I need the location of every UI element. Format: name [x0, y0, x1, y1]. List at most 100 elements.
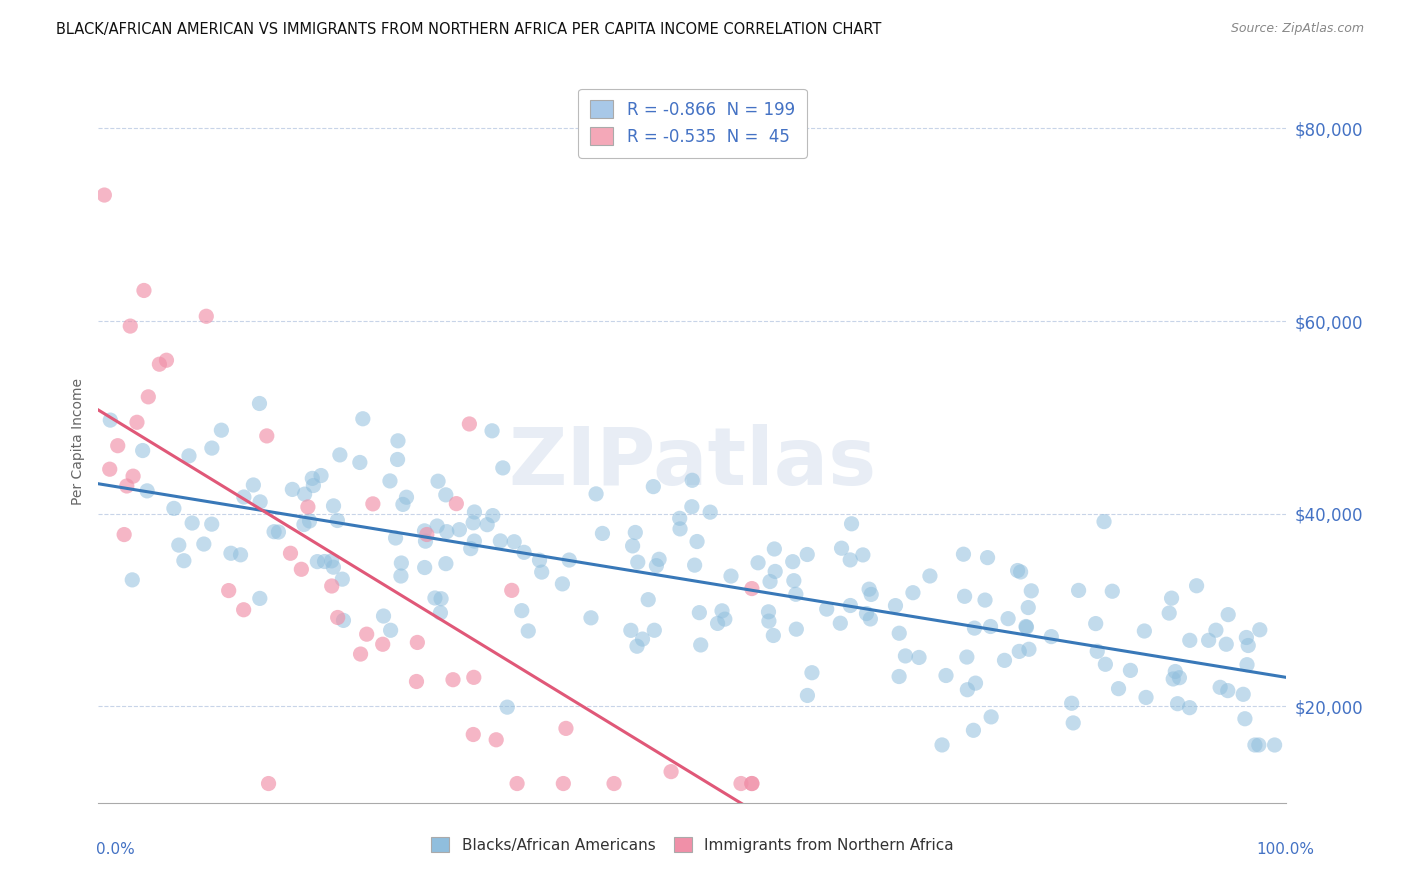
Point	[901, 585, 924, 599]
Point	[1133, 624, 1156, 638]
Point	[1160, 591, 1182, 606]
Text: Source: ZipAtlas.com: Source: ZipAtlas.com	[1230, 22, 1364, 36]
Point	[506, 776, 529, 790]
Point	[492, 461, 515, 475]
Point	[686, 534, 709, 549]
Point	[405, 674, 427, 689]
Point	[434, 557, 457, 571]
Point	[555, 722, 578, 736]
Point	[720, 569, 742, 583]
Point	[659, 764, 682, 779]
Point	[209, 423, 232, 437]
Point	[485, 732, 508, 747]
Point	[1008, 644, 1031, 658]
Text: 0.0%: 0.0%	[96, 842, 135, 856]
Point	[579, 611, 602, 625]
Point	[501, 583, 523, 598]
Point	[93, 188, 115, 202]
Point	[783, 574, 806, 588]
Point	[387, 434, 409, 448]
Point	[380, 624, 402, 638]
Point	[167, 538, 190, 552]
Point	[513, 545, 536, 559]
Point	[1168, 671, 1191, 685]
Point	[683, 558, 706, 573]
Point	[446, 497, 468, 511]
Point	[232, 603, 254, 617]
Point	[758, 614, 780, 628]
Point	[980, 619, 1002, 633]
Point	[115, 479, 138, 493]
Point	[884, 599, 907, 613]
Point	[681, 473, 703, 487]
Point	[463, 534, 485, 549]
Point	[361, 497, 384, 511]
Point	[378, 474, 401, 488]
Point	[782, 555, 804, 569]
Point	[427, 474, 450, 488]
Point	[730, 776, 752, 790]
Point	[332, 614, 354, 628]
Point	[481, 508, 503, 523]
Point	[626, 639, 648, 653]
Point	[1101, 584, 1123, 599]
Text: ZIPatlas: ZIPatlas	[509, 425, 876, 502]
Point	[98, 462, 121, 476]
Point	[855, 607, 877, 621]
Point	[371, 637, 394, 651]
Point	[1198, 633, 1220, 648]
Point	[1164, 665, 1187, 679]
Point	[1084, 616, 1107, 631]
Point	[1233, 712, 1256, 726]
Point	[458, 417, 481, 431]
Point	[384, 531, 406, 545]
Point	[974, 593, 997, 607]
Point	[330, 572, 353, 586]
Point	[406, 635, 429, 649]
Point	[965, 676, 987, 690]
Point	[714, 612, 737, 626]
Point	[1167, 697, 1189, 711]
Text: BLACK/AFRICAN AMERICAN VS IMMIGRANTS FROM NORTHERN AFRICA PER CAPITA INCOME CORR: BLACK/AFRICAN AMERICAN VS IMMIGRANTS FRO…	[56, 22, 882, 37]
Point	[603, 776, 626, 790]
Point	[1015, 620, 1038, 634]
Point	[263, 524, 285, 539]
Y-axis label: Per Capita Income: Per Capita Income	[70, 378, 84, 505]
Point	[249, 495, 271, 509]
Point	[177, 449, 200, 463]
Point	[280, 546, 302, 560]
Point	[681, 500, 703, 514]
Point	[839, 599, 862, 613]
Point	[496, 700, 519, 714]
Point	[429, 606, 451, 620]
Point	[1237, 639, 1260, 653]
Point	[131, 443, 153, 458]
Point	[415, 534, 437, 549]
Point	[322, 560, 344, 574]
Point	[956, 682, 979, 697]
Point	[669, 522, 692, 536]
Point	[741, 582, 763, 596]
Point	[800, 665, 823, 680]
Point	[1119, 664, 1142, 678]
Point	[852, 548, 875, 562]
Point	[1062, 715, 1084, 730]
Point	[136, 483, 159, 498]
Point	[889, 626, 911, 640]
Point	[249, 591, 271, 606]
Point	[711, 604, 734, 618]
Point	[413, 524, 436, 538]
Point	[831, 541, 853, 556]
Point	[1232, 687, 1254, 701]
Point	[1135, 690, 1157, 705]
Point	[763, 541, 786, 556]
Point	[668, 511, 690, 525]
Point	[1236, 657, 1258, 672]
Point	[201, 517, 224, 532]
Point	[1185, 579, 1208, 593]
Point	[301, 471, 323, 485]
Point	[688, 606, 710, 620]
Point	[389, 556, 412, 570]
Point	[314, 555, 336, 569]
Point	[741, 776, 763, 790]
